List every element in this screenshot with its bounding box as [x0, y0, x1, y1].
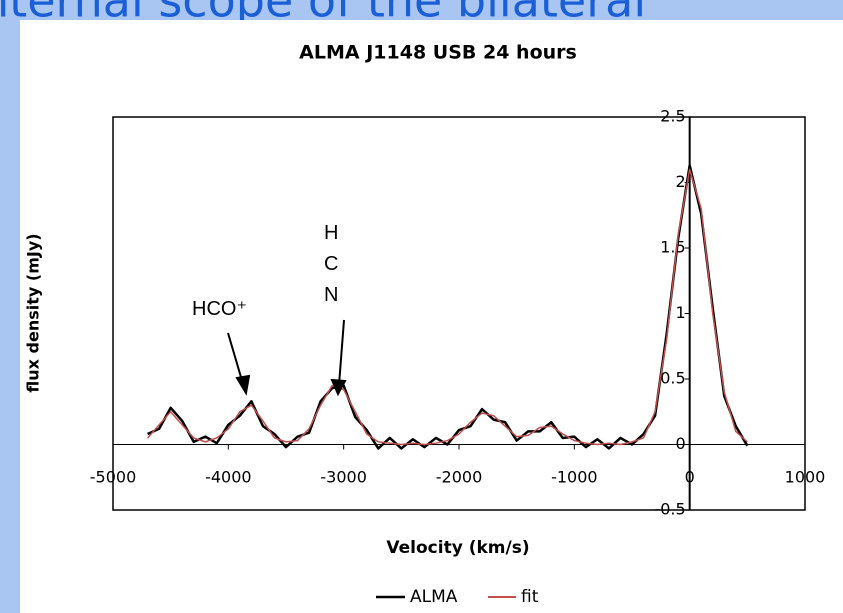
chart-title: ALMA J1148 USB 24 hours	[299, 42, 577, 64]
x-tick-label: -1000	[551, 468, 598, 487]
legend-label: fit	[521, 587, 539, 607]
y-tick-label: 2	[675, 172, 685, 191]
x-tick-label: -5000	[90, 468, 137, 487]
y-tick-label: -0.5	[654, 500, 685, 519]
y-tick-label: 0.5	[660, 369, 685, 388]
annotation: HCO⁺	[192, 298, 247, 320]
legend-label: ALMA	[410, 587, 458, 607]
x-tick-label: 1000	[785, 468, 826, 487]
x-tick-label: 0	[685, 468, 695, 487]
y-tick-label: 2.5	[660, 107, 685, 126]
annotation-arrows	[227, 319, 347, 397]
plot-frame	[112, 116, 806, 511]
y-tick-label: 1	[675, 303, 685, 322]
y-tick-label: 1.5	[660, 238, 685, 257]
annotation: HCN	[324, 222, 339, 306]
x-tick-label: -4000	[205, 468, 252, 487]
x-tick-label: -2000	[436, 468, 483, 487]
y-tick-label: 0	[675, 434, 685, 453]
x-tick-label: -3000	[320, 468, 367, 487]
y-axis-label: flux density (mJy)	[24, 233, 43, 392]
series-line	[147, 168, 748, 446]
x-axis-label: Velocity (km/s)	[386, 538, 529, 558]
chart-panel	[20, 20, 843, 613]
